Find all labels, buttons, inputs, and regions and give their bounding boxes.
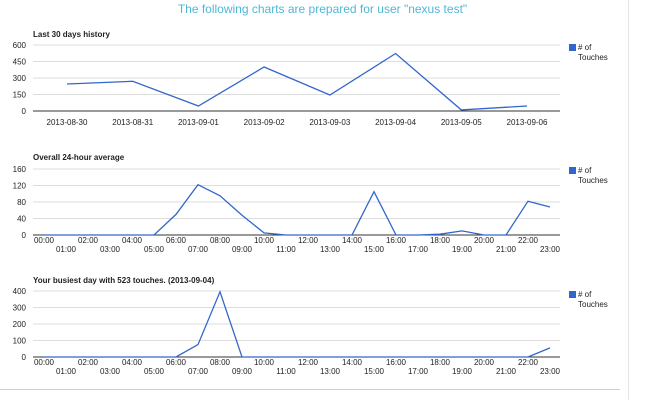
chart-title-30-days: Last 30 days history [33, 30, 110, 39]
x-tick-label: 11:00 [276, 367, 296, 376]
x-tick-label: 10:00 [254, 358, 275, 367]
x-tick-label: 02:00 [78, 358, 99, 367]
page-header: The following charts are prepared for us… [177, 2, 468, 16]
scrollbar-track[interactable] [628, 0, 629, 400]
legend-swatch [569, 44, 576, 51]
legend-swatch [569, 291, 576, 298]
x-tick-label: 18:00 [430, 236, 451, 245]
x-tick-label: 12:00 [298, 236, 319, 245]
x-tick-label: 14:00 [342, 358, 363, 367]
x-tick-label: 13:00 [320, 367, 341, 376]
legend-label: # of Touches [578, 290, 608, 309]
y-tick-label: 300 [13, 304, 27, 313]
x-tick-label: 15:00 [364, 367, 385, 376]
y-tick-label: 0 [22, 231, 27, 240]
x-tick-label: 2013-09-01 [178, 118, 219, 127]
x-tick-label: 01:00 [56, 367, 77, 376]
legend-busiest-day[interactable]: # of Touches [569, 290, 618, 310]
x-tick-label: 2013-09-04 [375, 118, 416, 127]
x-tick-label: 21:00 [496, 367, 517, 376]
x-tick-label: 13:00 [320, 245, 341, 254]
x-tick-label: 04:00 [122, 358, 143, 367]
x-tick-label: 06:00 [166, 358, 187, 367]
x-tick-label: 09:00 [232, 245, 253, 254]
x-tick-label: 17:00 [408, 367, 429, 376]
x-tick-label: 01:00 [56, 245, 77, 254]
x-tick-label: 2013-09-02 [244, 118, 285, 127]
x-tick-label: 07:00 [188, 367, 209, 376]
y-tick-label: 600 [13, 41, 27, 50]
x-tick-label: 15:00 [364, 245, 385, 254]
x-tick-label: 08:00 [210, 236, 231, 245]
legend-swatch [569, 167, 576, 174]
x-tick-label: 16:00 [386, 358, 407, 367]
x-tick-label: 07:00 [188, 245, 209, 254]
series-line [44, 289, 551, 358]
y-tick-label: 150 [13, 91, 27, 100]
x-tick-label: 11:00 [276, 245, 296, 254]
x-tick-label: 22:00 [518, 236, 539, 245]
x-tick-label: 14:00 [342, 236, 363, 245]
x-tick-label: 02:00 [78, 236, 99, 245]
x-tick-label: 22:00 [518, 358, 539, 367]
chart-24-hour-average: 0 40 80 120 160 00:0001:0002:0003:0004:0005:0… [13, 165, 561, 254]
x-tick-label: 03:00 [100, 245, 121, 254]
y-tick-label: 100 [13, 337, 27, 346]
x-tick-label: 17:00 [408, 245, 429, 254]
chart-title-24-hour: Overall 24-hour average [33, 153, 125, 162]
x-tick-label: 00:00 [34, 236, 55, 245]
x-tick-label: 04:00 [122, 236, 143, 245]
x-tick-label: 2013-08-31 [112, 118, 153, 127]
x-tick-label: 19:00 [452, 245, 473, 254]
x-tick-label: 16:00 [386, 236, 407, 245]
y-tick-label: 450 [13, 58, 27, 67]
x-tick-label: 08:00 [210, 358, 231, 367]
x-tick-label: 05:00 [144, 367, 165, 376]
legend-30-days[interactable]: # of Touches [569, 43, 618, 63]
y-tick-label: 80 [17, 198, 26, 207]
y-tick-label: 300 [13, 74, 27, 83]
y-tick-label: 160 [13, 165, 27, 174]
x-tick-label: 03:00 [100, 367, 121, 376]
chart-busiest-day: 0 100 200 300 400 00:0001:0002:0003:0004:0005… [13, 287, 561, 376]
y-tick-label: 0 [22, 353, 27, 362]
x-tick-label: 20:00 [474, 236, 495, 245]
y-tick-label: 400 [13, 287, 27, 296]
y-tick-label: 0 [22, 107, 27, 116]
x-tick-label: 09:00 [232, 367, 253, 376]
x-tick-label: 05:00 [144, 245, 165, 254]
chart-title-busiest-day: Your busiest day with 523 touches. (2013… [33, 276, 215, 285]
x-tick-label: 23:00 [540, 367, 561, 376]
legend-24-hour[interactable]: # of Touches [569, 166, 618, 186]
y-tick-label: 120 [13, 182, 27, 191]
x-tick-label: 06:00 [166, 236, 187, 245]
chart-30-days-history: 0 150 300 450 600 2013-08-30 2013-08-31 2013-09… [13, 41, 560, 127]
legend-label: # of Touches [578, 43, 608, 62]
x-tick-label: 2013-09-06 [507, 118, 548, 127]
x-tick-label: 12:00 [298, 358, 319, 367]
x-tick-label: 20:00 [474, 358, 495, 367]
x-tick-label: 2013-09-05 [441, 118, 482, 127]
x-tick-label: 10:00 [254, 236, 275, 245]
y-tick-label: 200 [13, 320, 27, 329]
x-tick-label: 19:00 [452, 367, 473, 376]
series-line [44, 183, 551, 236]
x-tick-label: 18:00 [430, 358, 451, 367]
bottom-divider [0, 389, 620, 390]
x-tick-label: 23:00 [540, 245, 561, 254]
x-tick-label: 2013-08-30 [47, 118, 88, 127]
x-tick-label: 21:00 [496, 245, 517, 254]
series-line [66, 52, 528, 111]
x-tick-label: 2013-09-03 [309, 118, 350, 127]
legend-label: # of Touches [578, 166, 608, 185]
y-tick-label: 40 [17, 215, 26, 224]
x-tick-label: 00:00 [34, 358, 55, 367]
